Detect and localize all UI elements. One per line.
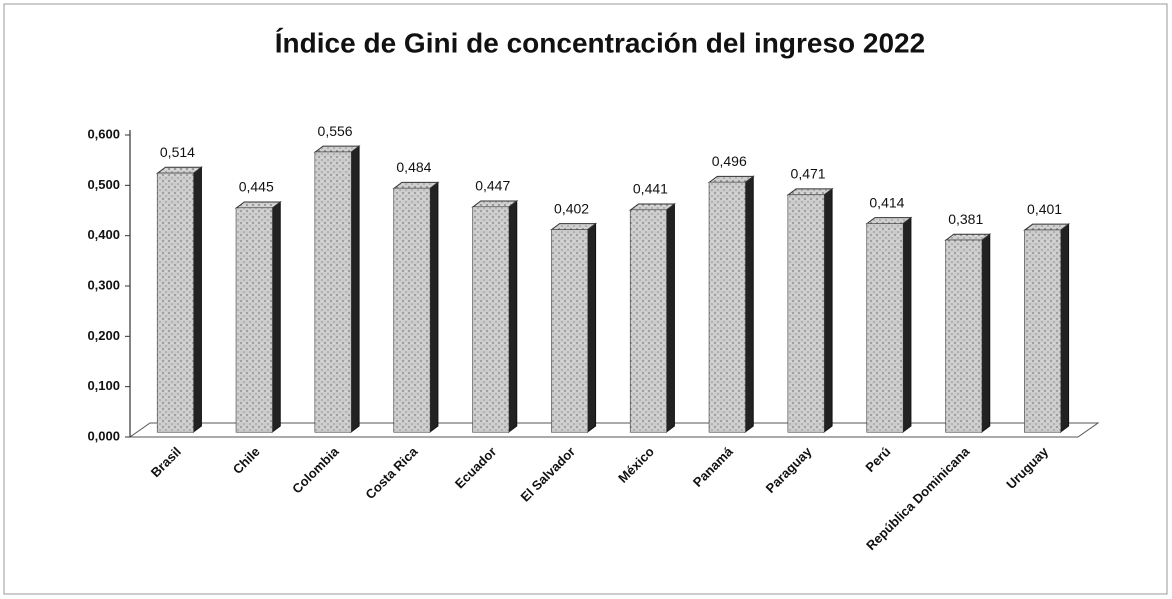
y-tick-label: 0,600 <box>87 126 120 141</box>
bar-side <box>508 200 518 433</box>
bar-top <box>944 233 992 241</box>
y-tick-label: 0,100 <box>87 378 120 393</box>
value-label: 0,381 <box>948 211 983 227</box>
bar-texture <box>709 182 746 432</box>
y-tick-label: 0,200 <box>87 328 120 343</box>
bar-texture <box>788 194 825 432</box>
bar-top <box>707 175 755 183</box>
bar-side <box>665 203 675 433</box>
value-label: 0,402 <box>554 200 589 216</box>
value-label: 0,484 <box>396 159 431 175</box>
bar-side <box>823 187 833 433</box>
bar-top <box>786 188 834 196</box>
bar-top <box>550 223 598 231</box>
bar-texture <box>315 152 352 432</box>
bar-texture <box>157 173 194 432</box>
bar-texture <box>393 188 430 432</box>
value-label: 0,471 <box>791 166 826 182</box>
bar-top <box>234 201 282 209</box>
value-label: 0,514 <box>160 144 195 160</box>
bar-texture <box>630 210 667 432</box>
bar-texture <box>236 208 273 432</box>
bar-texture <box>866 223 903 432</box>
bar-top <box>471 200 519 208</box>
value-label: 0,441 <box>633 181 668 197</box>
value-label: 0,447 <box>475 178 510 194</box>
value-label: 0,556 <box>318 123 353 139</box>
bar-texture <box>472 207 509 432</box>
floor <box>128 422 1100 438</box>
bar-side <box>587 222 597 433</box>
bar-top <box>865 217 913 225</box>
bar-side <box>429 181 439 433</box>
y-tick-label: 0,300 <box>87 277 120 292</box>
value-label: 0,414 <box>869 194 904 210</box>
value-label: 0,401 <box>1027 201 1062 217</box>
bar-side <box>981 233 991 433</box>
bar-side <box>192 166 202 433</box>
bar-top <box>392 181 440 189</box>
bar-top <box>628 203 676 211</box>
y-tick-label: 0,400 <box>87 227 120 242</box>
bar-side <box>271 201 281 433</box>
bar-side <box>350 145 360 433</box>
value-label: 0,445 <box>239 179 274 195</box>
bar-side <box>744 175 754 433</box>
bar-side <box>1060 223 1070 433</box>
y-tick-label: 0,000 <box>87 428 120 443</box>
bar-side <box>902 216 912 433</box>
y-tick-label: 0,500 <box>87 177 120 192</box>
bar-texture <box>945 240 982 432</box>
bar-top <box>1023 223 1071 231</box>
chart-title: Índice de Gini de concentración del ingr… <box>275 27 925 58</box>
bar-texture <box>1024 230 1061 432</box>
bar-top <box>155 166 203 174</box>
value-label: 0,496 <box>712 153 747 169</box>
bar-texture <box>551 229 588 432</box>
bar-top <box>313 145 361 153</box>
